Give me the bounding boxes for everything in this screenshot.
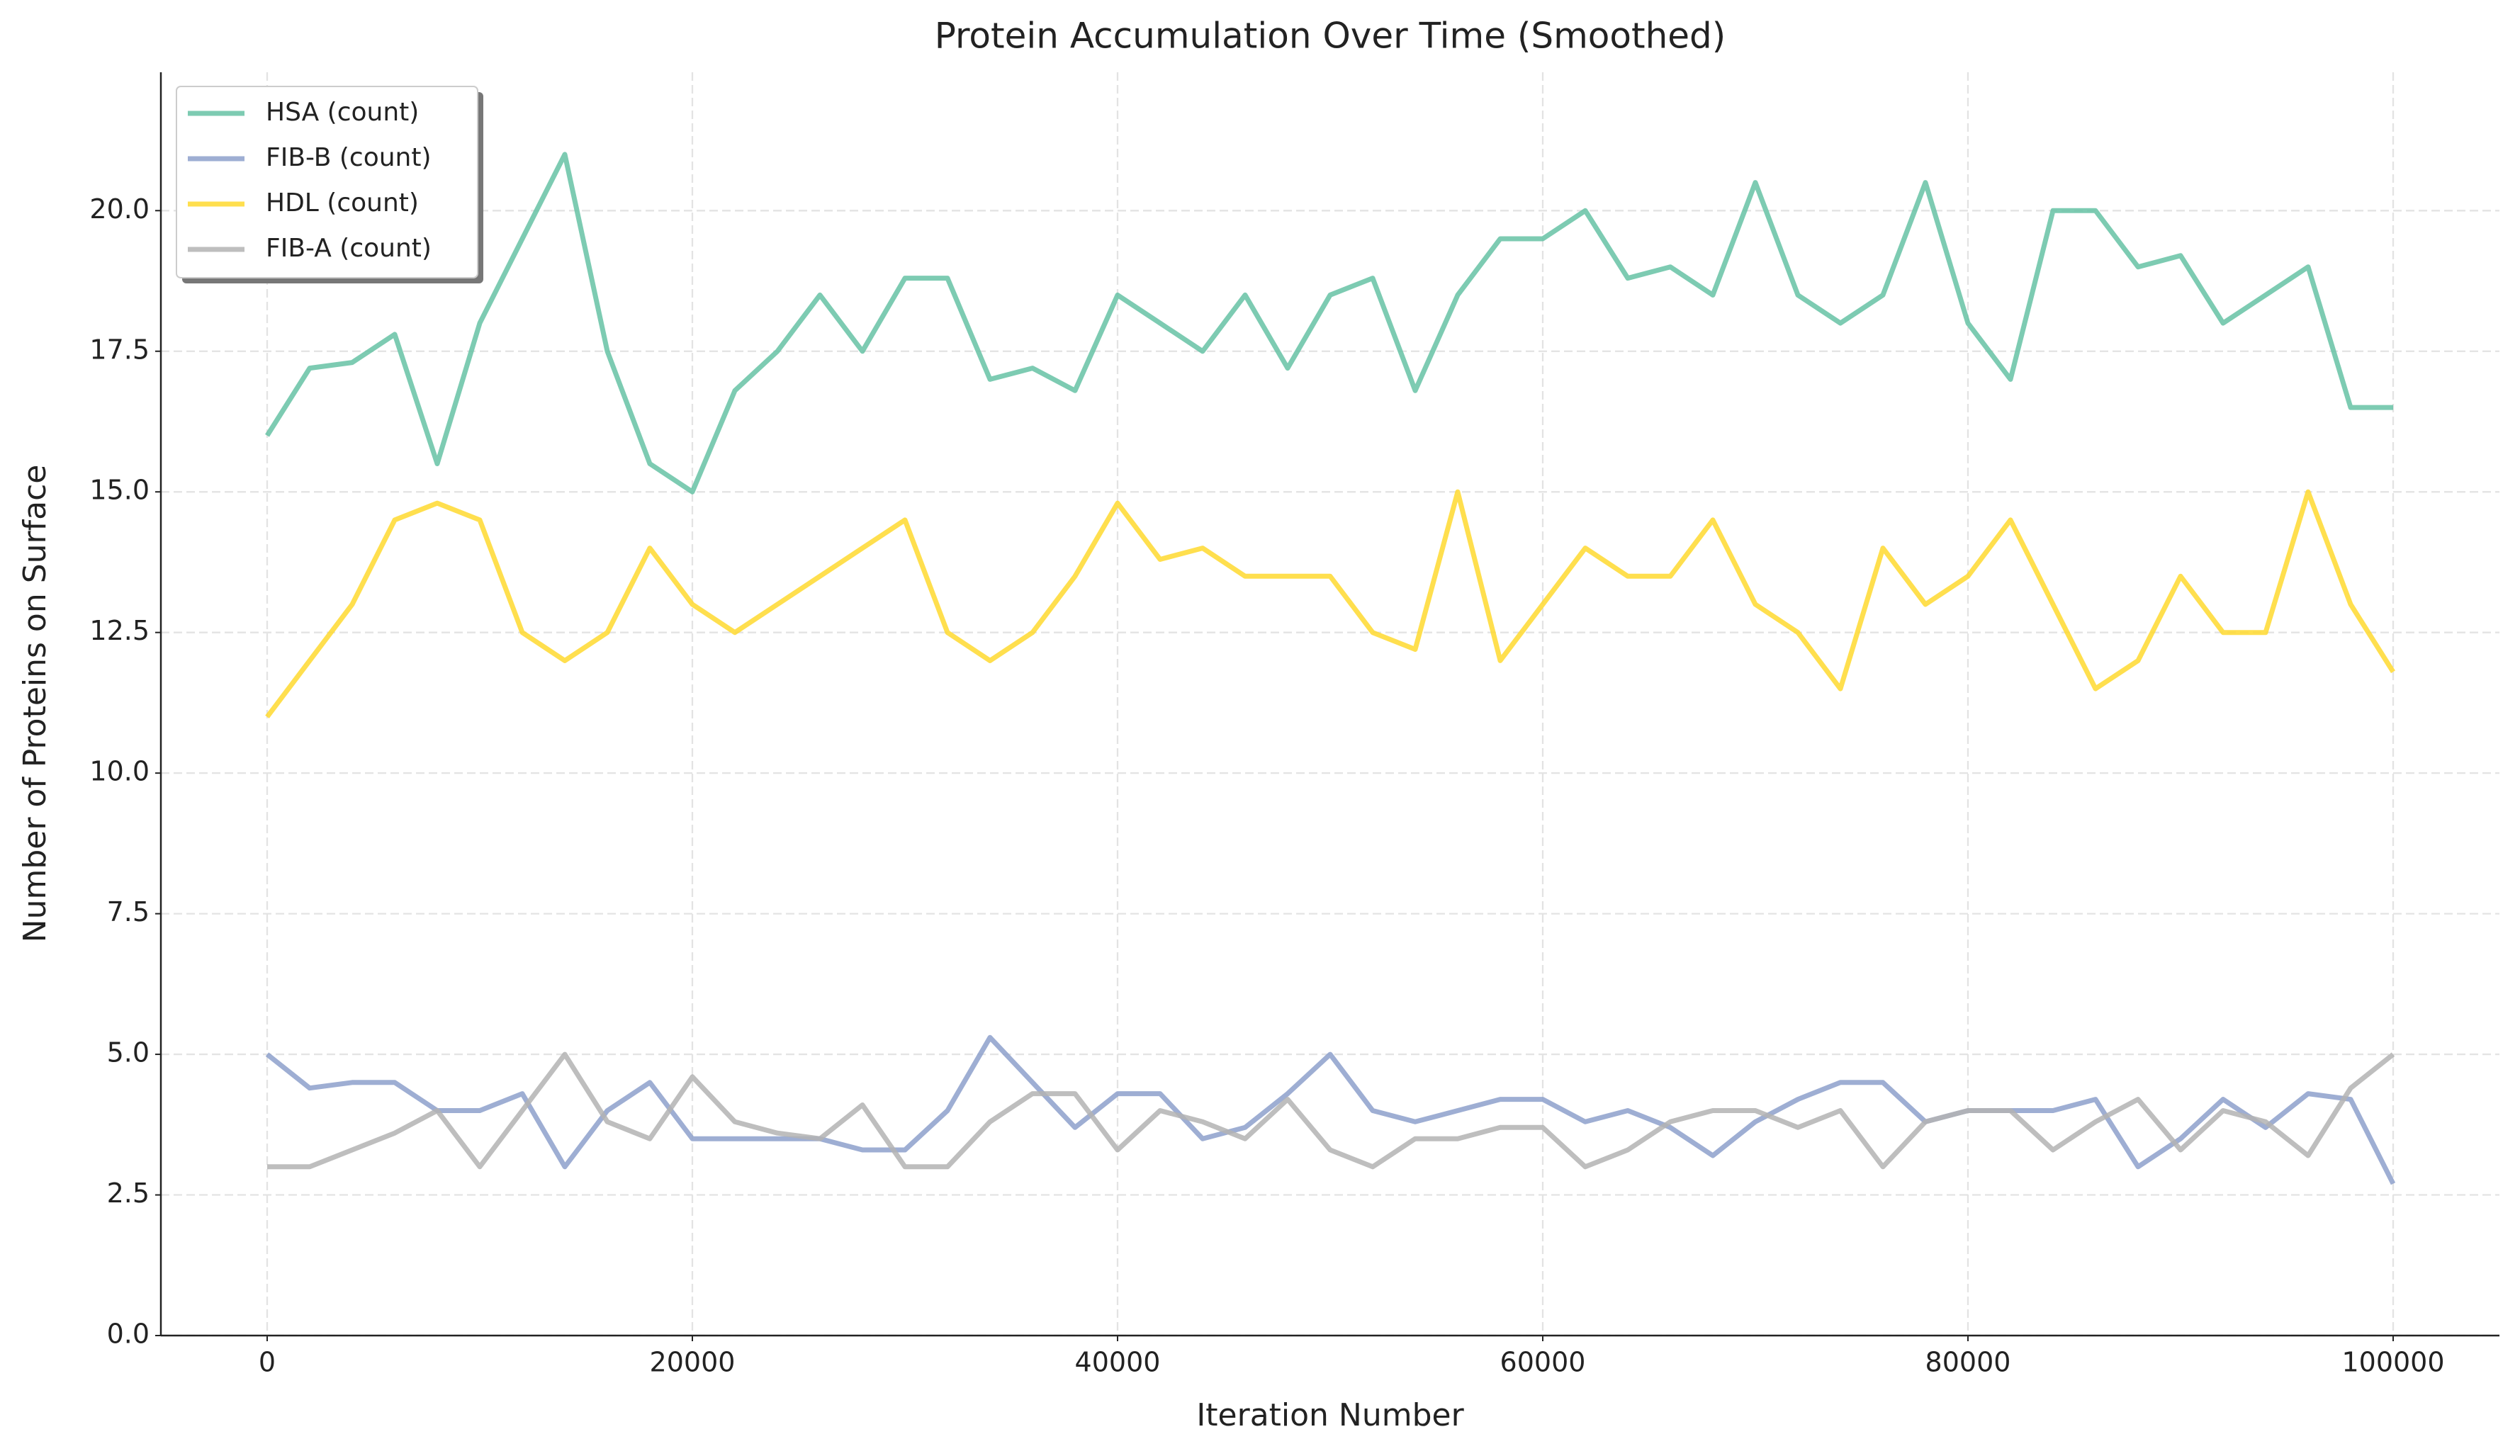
x-tick-label: 0 (259, 1347, 276, 1378)
x-tick-label: 80000 (1925, 1347, 2011, 1378)
y-tick-label: 17.5 (89, 334, 150, 365)
y-tick-label: 20.0 (89, 193, 150, 225)
y-axis-label: Number of Proteins on Surface (17, 465, 53, 943)
legend-label: FIB-A (count) (266, 234, 432, 263)
series-line (265, 1034, 2396, 1185)
legend-label: HSA (count) (266, 98, 419, 127)
y-tick-label: 5.0 (107, 1037, 150, 1068)
x-axis-label: Iteration Number (1196, 1397, 1464, 1433)
legend-label: FIB-B (count) (266, 143, 432, 172)
y-tick-label: 7.5 (107, 896, 150, 927)
x-tick-label: 60000 (1500, 1347, 1586, 1378)
x-tick-label: 100000 (2341, 1347, 2444, 1378)
legend-box (176, 86, 478, 278)
y-tick-label: 12.5 (89, 615, 150, 646)
series-line (267, 1051, 2395, 1170)
y-tick-label: 10.0 (89, 756, 150, 787)
y-tick-label: 15.0 (89, 475, 150, 506)
y-tick-label: 0.0 (107, 1319, 150, 1350)
chart-title: Protein Accumulation Over Time (Smoothed… (935, 16, 1726, 57)
legend-label: HDL (count) (266, 188, 419, 218)
x-tick-label: 40000 (1075, 1347, 1161, 1378)
x-tick-label: 20000 (650, 1347, 736, 1378)
y-tick-label: 2.5 (107, 1178, 150, 1209)
series-line (265, 489, 2395, 718)
series-line (265, 152, 2393, 495)
